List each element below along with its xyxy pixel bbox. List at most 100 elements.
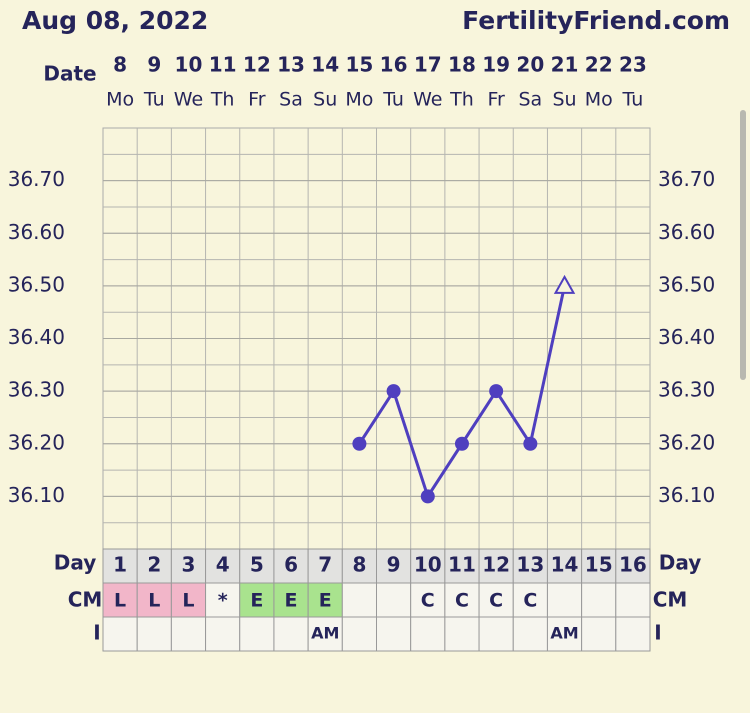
- date: 20: [516, 53, 544, 77]
- weekday: Sa: [518, 89, 542, 111]
- cm-value: E: [319, 590, 332, 612]
- date: 17: [414, 53, 442, 77]
- site-name: FertilityFriend.com: [462, 6, 730, 35]
- day-cell: [615, 548, 651, 584]
- date: 18: [448, 53, 476, 77]
- weekday: Su: [552, 89, 576, 111]
- temperature-point: [386, 384, 401, 399]
- date: 9: [147, 53, 161, 77]
- cm-value: L: [114, 590, 126, 612]
- cm-cell: [546, 582, 583, 618]
- day-number: 16: [619, 553, 647, 577]
- i-cell: [341, 616, 377, 652]
- day-number: 12: [482, 553, 510, 577]
- day-number: 9: [387, 553, 401, 577]
- cm-cell: [307, 582, 343, 618]
- cm-cell: [136, 582, 172, 618]
- cm-value: E: [250, 590, 263, 612]
- cm-value: L: [148, 590, 160, 612]
- date: 8: [113, 53, 127, 77]
- cm-value: C: [421, 590, 435, 612]
- day-cell: [170, 548, 207, 584]
- date: 12: [243, 53, 271, 77]
- y-tick-label: 36.20: [8, 430, 65, 454]
- cm-value: *: [218, 590, 228, 612]
- day-number: 1: [113, 553, 127, 577]
- temperature-point: [523, 436, 538, 451]
- date: 19: [482, 53, 510, 77]
- y-tick-label: 36.40: [8, 325, 65, 349]
- date: 15: [345, 53, 373, 77]
- day-number: 6: [284, 553, 298, 577]
- weekday: Fr: [248, 89, 266, 111]
- chart-date: Aug 08, 2022: [22, 6, 208, 35]
- cm-cell: [205, 582, 241, 618]
- day-cell: [341, 548, 377, 584]
- y-tick-label-right: 36.40: [658, 325, 715, 349]
- weekday: Th: [449, 89, 474, 111]
- day-number: 11: [448, 553, 476, 577]
- i-cell: [615, 616, 651, 652]
- cm-value: E: [285, 590, 298, 612]
- day-cell: [376, 548, 412, 584]
- weekday: Fr: [487, 89, 505, 111]
- temperature-point: [420, 489, 435, 504]
- temperature-point: [553, 274, 576, 294]
- day-number: 2: [147, 553, 161, 577]
- day-label-right: Day: [659, 551, 702, 575]
- day-number: 14: [551, 553, 579, 577]
- y-tick-label-right: 36.10: [658, 483, 715, 507]
- i-cell: [307, 616, 343, 652]
- weekday: Mo: [585, 89, 613, 111]
- date: 13: [277, 53, 305, 77]
- date: 11: [209, 53, 237, 77]
- y-tick-label-right: 36.30: [658, 378, 715, 402]
- temperature-point: [489, 384, 504, 399]
- cm-cell: [239, 582, 275, 618]
- day-number: 10: [414, 553, 442, 577]
- weekday: Tu: [382, 89, 404, 111]
- y-tick-label: 36.30: [8, 378, 65, 402]
- date: 10: [175, 53, 203, 77]
- cm-cell: [341, 582, 377, 618]
- day-number: 13: [516, 553, 544, 577]
- y-tick-label-right: 36.20: [658, 430, 715, 454]
- y-tick-label-right: 36.50: [658, 272, 715, 296]
- day-number: 7: [318, 553, 332, 577]
- y-tick-label: 36.60: [8, 220, 65, 244]
- date: 21: [551, 53, 579, 77]
- date-label: Date: [43, 62, 96, 86]
- weekday: Tu: [143, 89, 165, 111]
- cm-value: C: [489, 590, 503, 612]
- y-tick-label: 36.50: [8, 272, 65, 296]
- cm-cell: [102, 582, 138, 618]
- day-cell: [444, 548, 480, 584]
- i-cell: [410, 616, 446, 652]
- y-tick-label: 36.10: [8, 483, 65, 507]
- temperature-point: [352, 436, 367, 451]
- date: 14: [311, 53, 339, 77]
- day-number: 15: [585, 553, 613, 577]
- cm-label: CM: [68, 588, 103, 612]
- temperature-point: [454, 436, 469, 451]
- scrollbar: [740, 110, 746, 380]
- date: 16: [380, 53, 408, 77]
- day-cell: [478, 548, 514, 584]
- weekday: Mo: [106, 89, 134, 111]
- day-number: 8: [352, 553, 366, 577]
- cm-value: L: [182, 590, 194, 612]
- day-cell: [581, 548, 617, 584]
- y-tick-label-right: 36.60: [658, 220, 715, 244]
- intercourse: AM: [550, 624, 578, 643]
- weekday: Sa: [279, 89, 303, 111]
- date: 23: [619, 53, 647, 77]
- i-cell: [102, 616, 138, 652]
- intercourse: AM: [311, 624, 339, 643]
- i-cell: [273, 616, 309, 652]
- y-tick-label: 36.70: [8, 167, 65, 191]
- cm-value: C: [455, 590, 469, 612]
- day-number: 4: [216, 553, 230, 577]
- weekday: We: [174, 89, 203, 111]
- cm-cell: [170, 582, 207, 618]
